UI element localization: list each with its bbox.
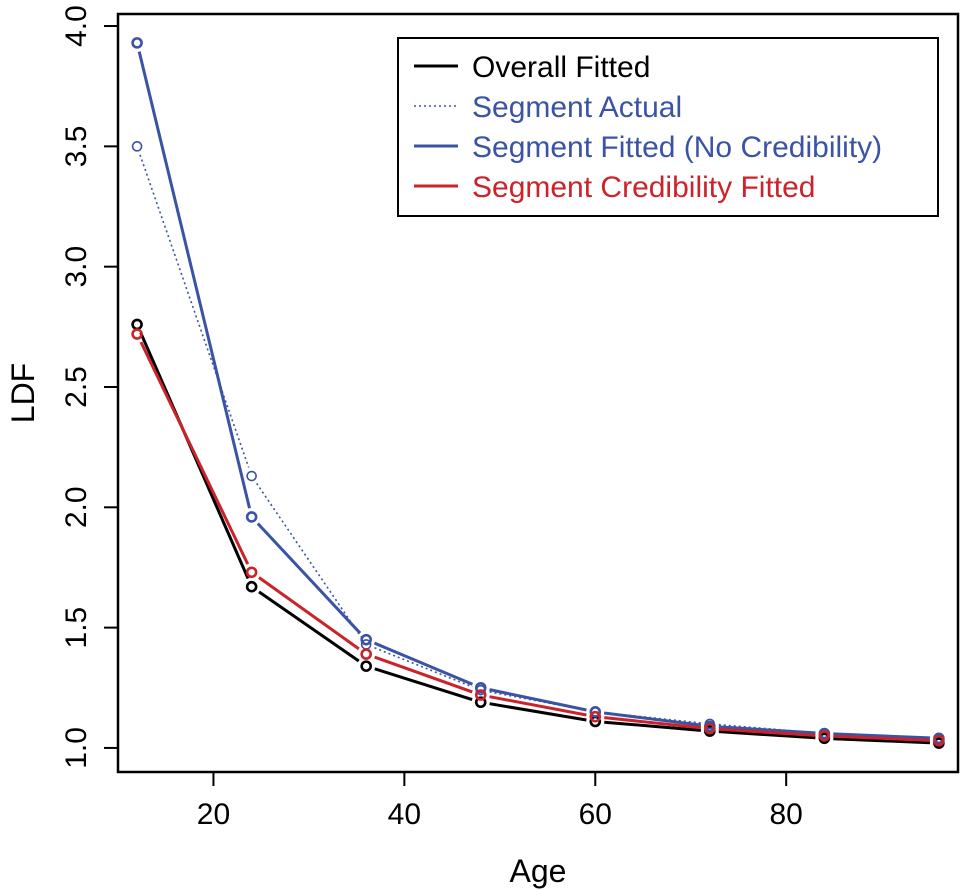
- series-segment: [258, 590, 360, 663]
- x-tick-label: 80: [769, 798, 802, 831]
- data-point: [474, 696, 487, 709]
- series-segment: [258, 576, 360, 651]
- data-point: [818, 730, 831, 742]
- legend-box: [397, 37, 939, 217]
- x-axis: 20 40 60 80: [197, 772, 803, 831]
- data-point: [131, 141, 143, 152]
- series-segment: [718, 727, 816, 737]
- series-segment: [256, 522, 362, 635]
- data-point: [245, 580, 258, 593]
- x-axis-title: Age: [510, 853, 567, 889]
- data-point: [360, 633, 372, 646]
- data-point: [360, 660, 372, 672]
- plot-frame: [116, 12, 960, 774]
- data-point: [245, 566, 258, 579]
- legend-label: Segment Actual: [472, 91, 682, 124]
- y-tick-label: 2.0: [60, 486, 93, 528]
- series-segment: [139, 341, 250, 565]
- y-tick-label: 2.5: [60, 366, 93, 408]
- y-tick-label: 3.5: [60, 125, 93, 167]
- y-axis: 1.0 1.5 2.0 2.5 3.0 3.5 4.0: [60, 5, 118, 769]
- series-segment: [256, 483, 362, 638]
- legend: Overall Fitted Segment Actual Segment Fitt…: [397, 37, 939, 217]
- series-segment: [374, 655, 473, 694]
- legend-label: Segment Fitted (No Credibility): [472, 131, 882, 164]
- series-segment: [374, 667, 473, 701]
- series-segment: [489, 691, 587, 711]
- series-segment: [833, 737, 930, 745]
- x-tick-label: 60: [579, 798, 612, 831]
- data-point: [131, 318, 143, 331]
- series-segment: [489, 702, 587, 722]
- y-tick-label: 4.0: [60, 5, 93, 47]
- data-point: [131, 328, 143, 340]
- legend-label: Segment Credibility Fitted: [472, 171, 815, 204]
- series-segment: [373, 641, 474, 686]
- data-point: [360, 648, 372, 660]
- series-layer: [131, 37, 945, 749]
- data-point: [245, 511, 258, 523]
- y-tick-label: 3.0: [60, 246, 93, 288]
- data-point: [131, 37, 143, 49]
- data-point: [589, 710, 602, 723]
- series-segment: [489, 695, 587, 717]
- x-tick-label: 40: [388, 798, 421, 831]
- series-segment: [139, 154, 250, 468]
- series-segment: [604, 711, 702, 727]
- series-segment: [718, 730, 816, 740]
- y-axis-title: LDF: [5, 363, 41, 423]
- series-segment-actual: [131, 141, 945, 744]
- series-segment: [604, 720, 701, 732]
- series-segment: [489, 688, 587, 712]
- series-segment: [137, 51, 251, 509]
- data-point: [704, 722, 716, 735]
- series-overall-fitted: [131, 318, 945, 749]
- y-tick-label: 1.0: [60, 727, 93, 769]
- series-segment-fitted-no-credibility: [131, 37, 945, 745]
- series-segment: [833, 732, 930, 740]
- series-segment: [374, 647, 473, 688]
- x-tick-label: 20: [197, 798, 230, 831]
- series-segment: [718, 725, 816, 735]
- legend-label: Overall Fitted: [472, 51, 650, 84]
- series-segment: [833, 734, 930, 742]
- data-point: [474, 681, 487, 694]
- y-tick-label: 1.5: [60, 607, 93, 649]
- series-segment-credibility-fitted: [131, 328, 945, 747]
- series-segment: [604, 716, 702, 730]
- data-point: [589, 706, 602, 718]
- data-point: [933, 734, 945, 747]
- data-point: [246, 470, 257, 482]
- data-point: [474, 689, 487, 701]
